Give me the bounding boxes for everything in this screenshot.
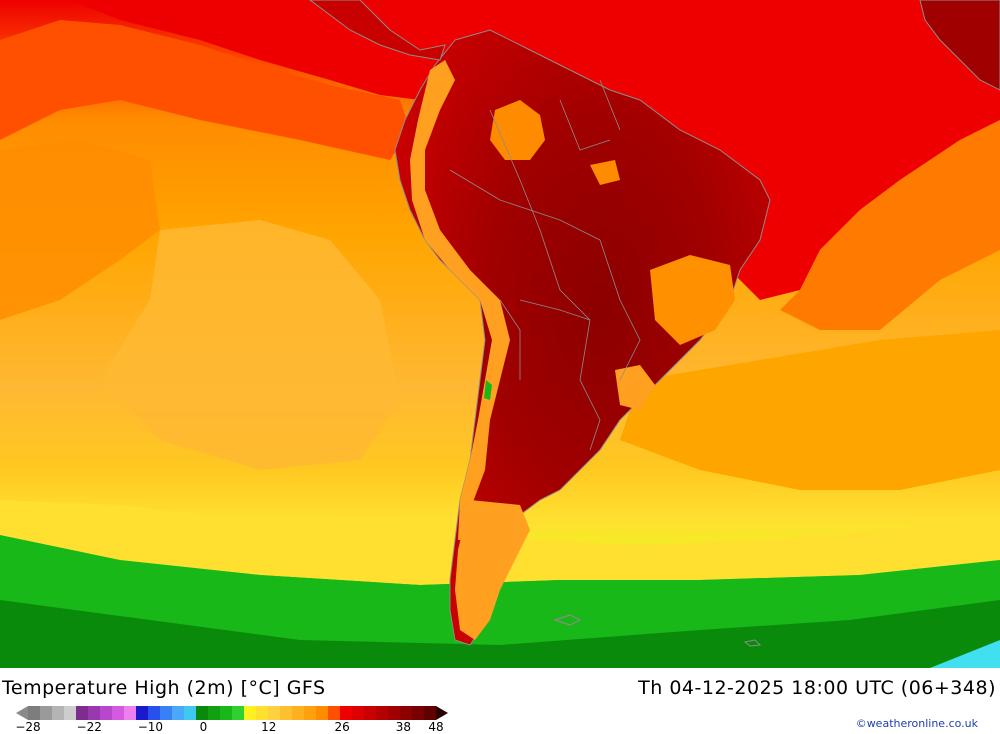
map-title: Temperature High (2m) [°C] GFS (2, 677, 326, 699)
legend-tick-label: 12 (261, 720, 277, 734)
legend-tick-label: −28 (15, 720, 41, 734)
legend-tick-label: 38 (395, 720, 411, 734)
guiana-warm-patch (590, 160, 620, 185)
pacific-orange-patch (0, 140, 160, 320)
andes-cool-strip (410, 60, 510, 540)
legend-swatch (88, 706, 100, 720)
legend-swatch (268, 706, 280, 720)
legend-swatch (184, 706, 196, 720)
legend-swatch (124, 706, 136, 720)
falkland-islands (553, 614, 582, 626)
legend-swatch (136, 706, 148, 720)
legend-swatch (52, 706, 64, 720)
temperature-map (0, 0, 1000, 668)
warm-band-left (0, 20, 410, 160)
legend-swatch (232, 706, 244, 720)
venezuela-warm-patch (490, 100, 545, 160)
brazil-south-warm-patch (615, 365, 655, 410)
patagonia-warm-region (455, 500, 530, 640)
south-georgia (743, 639, 762, 647)
legend-swatch (328, 706, 340, 720)
legend-swatch (400, 706, 412, 720)
legend-swatch (64, 706, 76, 720)
legend-swatch (100, 706, 112, 720)
legend-swatch (364, 706, 376, 720)
legend-ticks: −28 −22 −10 0 12 26 38 48 (0, 720, 500, 734)
legend-swatch (316, 706, 328, 720)
credit-link[interactable]: ©weatheronline.co.uk (855, 717, 978, 730)
legend-swatch (388, 706, 400, 720)
legend-swatch (148, 706, 160, 720)
legend-swatch (28, 706, 40, 720)
legend-tick-label: 0 (199, 720, 208, 734)
brazil-east-warm-patch (650, 255, 735, 345)
legend-swatch (256, 706, 268, 720)
legend-swatch (244, 706, 256, 720)
legend-tick-label: −10 (137, 720, 164, 734)
legend-swatch (40, 706, 52, 720)
legend-swatch (352, 706, 364, 720)
legend-swatch (196, 706, 208, 720)
central-america (309, 0, 446, 61)
legend-swatch (304, 706, 316, 720)
legend-swatch (220, 706, 232, 720)
warm-band-right (780, 120, 1000, 330)
legend-swatch (280, 706, 292, 720)
legend-swatch (112, 706, 124, 720)
legend-tick-label: −22 (76, 720, 102, 734)
country-borders (449, 79, 641, 451)
legend-swatch (172, 706, 184, 720)
southern-cold-dark (0, 600, 1000, 668)
atlantic-mid-patch (620, 330, 1000, 490)
legend-max-arrow-icon (436, 706, 448, 720)
legend-swatch (292, 706, 304, 720)
legend-swatch (424, 706, 436, 720)
legend-swatch (208, 706, 220, 720)
pacific-mid-patch (100, 220, 400, 470)
legend-swatch (76, 706, 88, 720)
legend-swatch (412, 706, 424, 720)
legend-tick-label: 26 (334, 720, 350, 734)
legend-tick-label: 48 (428, 720, 444, 734)
legend-swatch (160, 706, 172, 720)
africa-corner (919, 0, 1000, 91)
color-legend (28, 706, 436, 720)
map-datetime: Th 04-12-2025 18:00 UTC (06+348) (638, 677, 996, 699)
legend-swatch (376, 706, 388, 720)
legend-swatch (340, 706, 352, 720)
andes-green-spot (484, 380, 492, 400)
legend-min-arrow-icon (16, 706, 28, 720)
antarctic-cyan-patch (930, 640, 1000, 668)
